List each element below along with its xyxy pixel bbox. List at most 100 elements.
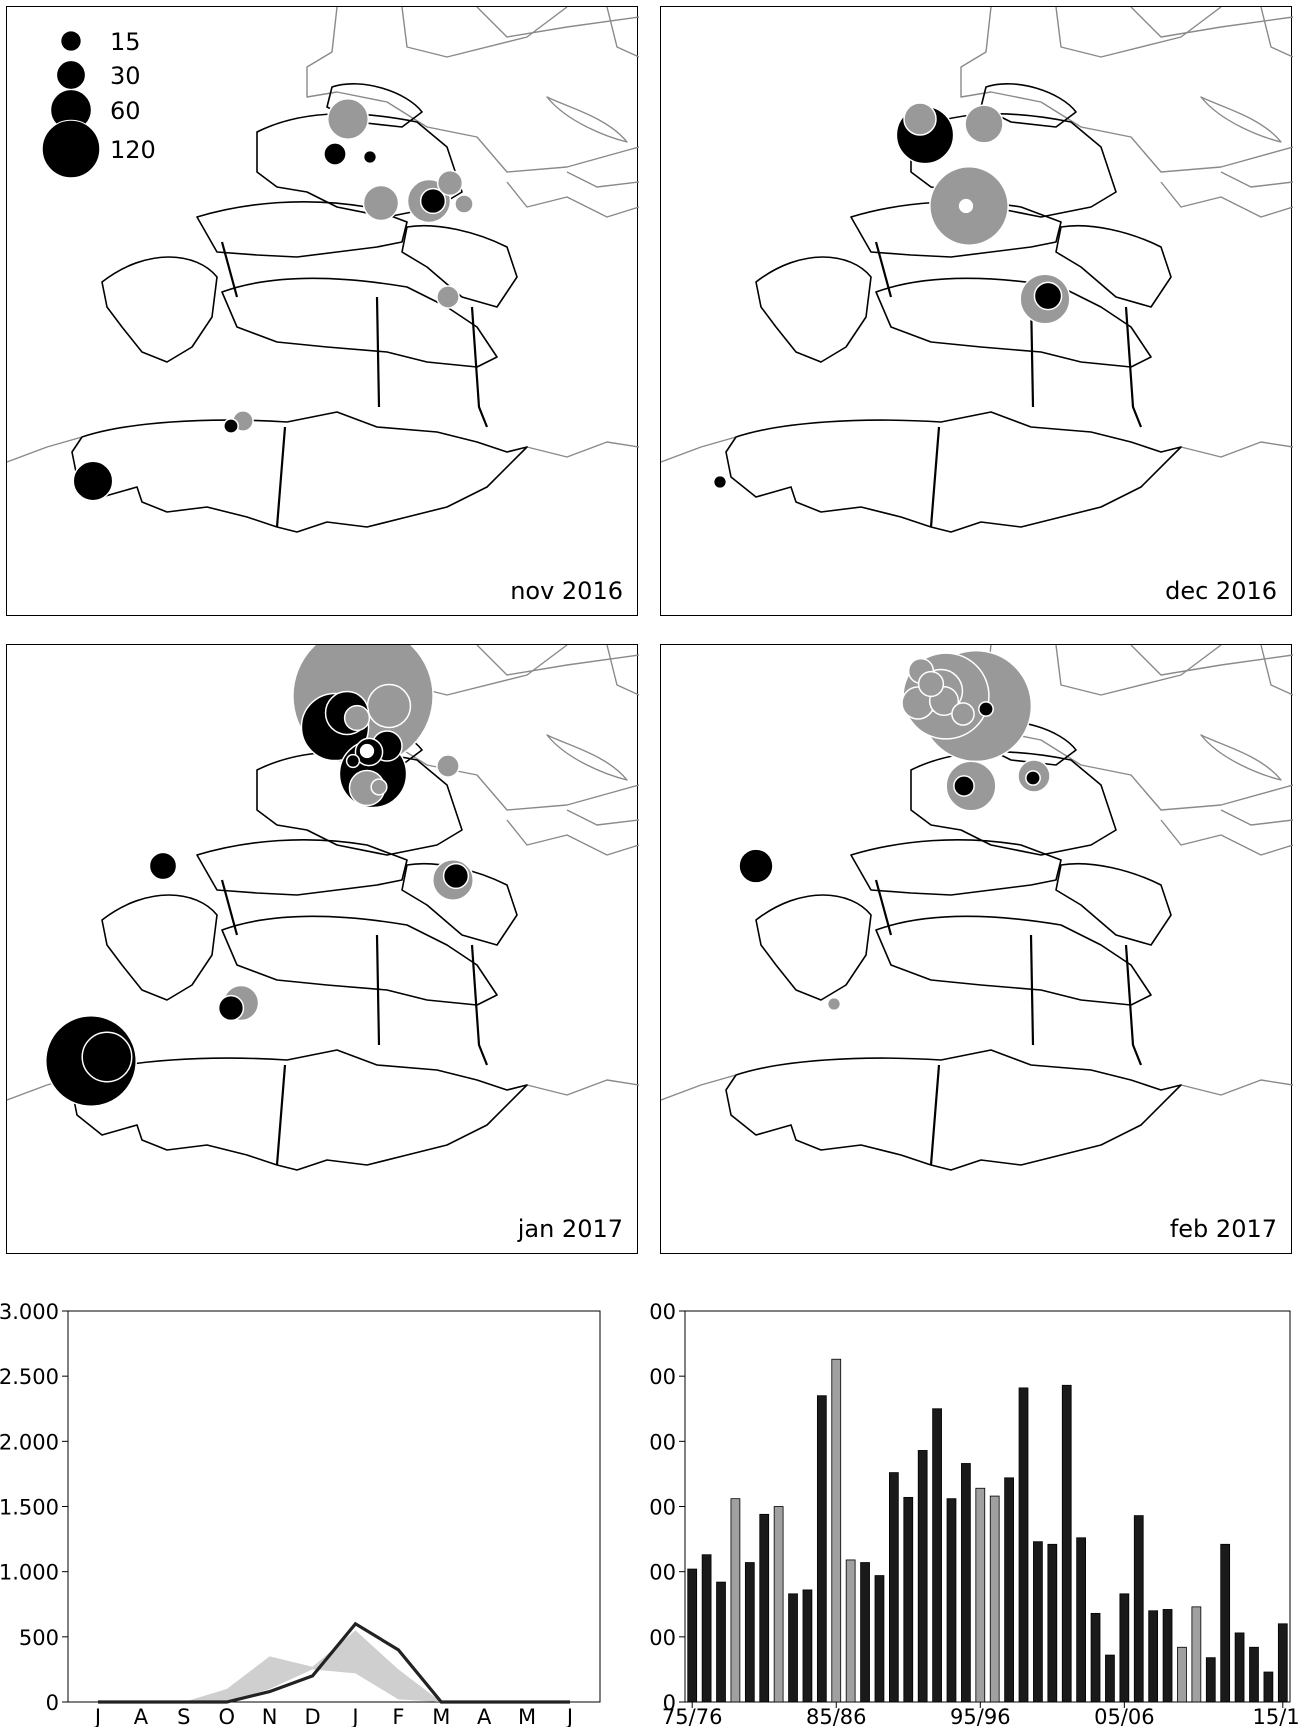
coastline-grey <box>1180 1079 1293 1096</box>
annual-bar <box>744 1562 755 1703</box>
annual-bar <box>1119 1593 1130 1703</box>
canal-line <box>1124 306 1143 428</box>
island-outline <box>196 838 408 896</box>
annual-bar <box>1191 1606 1202 1703</box>
island-outline <box>401 862 518 946</box>
canal-line <box>275 426 287 528</box>
annual-bar-chart-svg: 0 500 1.000 1.500 2.000 2.500 3.000 75/76 85/86 9… <box>616 1300 1298 1729</box>
canal-line <box>470 306 489 428</box>
basemap <box>661 7 1293 533</box>
coastline-grey <box>476 7 639 38</box>
y-tick-label: 3.000 <box>650 1300 676 1324</box>
annual-bar <box>788 1593 798 1703</box>
canal-line <box>1029 934 1035 1046</box>
annual-bar <box>1018 1387 1029 1703</box>
annual-bar <box>1105 1654 1115 1703</box>
basemap <box>7 7 639 533</box>
season-line <box>98 1621 570 1704</box>
basemap <box>661 645 1293 1171</box>
annual-bar <box>989 1495 1000 1703</box>
island-outline <box>755 894 872 1001</box>
coastline-grey <box>401 7 568 58</box>
count-bubble <box>323 142 347 166</box>
island-outline <box>725 411 1182 533</box>
canal-line <box>874 879 893 936</box>
y-tick-label: 500 <box>19 1626 59 1650</box>
island-outline <box>1055 862 1172 946</box>
count-bubble <box>826 996 842 1012</box>
x-tick-label: J <box>93 1705 101 1727</box>
map-svg <box>7 645 639 1171</box>
legend-label: 60 <box>110 97 141 125</box>
coastline-grey <box>526 441 639 458</box>
canal-line <box>1124 944 1143 1066</box>
annual-bar <box>1148 1610 1159 1703</box>
island-outline <box>850 838 1062 896</box>
annual-bar <box>1133 1515 1144 1703</box>
canal-line <box>220 241 239 298</box>
annual-bar <box>860 1562 870 1703</box>
coastline-grey <box>1180 441 1293 458</box>
island-outline <box>755 256 872 363</box>
map-label: dec 2016 <box>1165 577 1277 605</box>
annual-bar <box>816 1395 827 1703</box>
x-tick-label: F <box>392 1705 404 1727</box>
annual-bar <box>759 1513 770 1703</box>
annual-bar <box>889 1472 899 1703</box>
count-bubble <box>964 104 1004 144</box>
count-bubble <box>343 704 371 732</box>
legend-label: 15 <box>110 28 141 56</box>
island-outline <box>725 1049 1182 1171</box>
annual-bar <box>903 1496 914 1703</box>
count-bubble <box>958 198 974 214</box>
count-bubble <box>951 702 975 726</box>
island-outline <box>401 224 518 308</box>
count-bubble <box>1025 770 1041 786</box>
map-panel-jan-2017: jan 2017 <box>6 644 639 1254</box>
x-tick-label: 75/76 <box>662 1705 723 1727</box>
count-bubble <box>953 775 975 797</box>
count-bubble <box>712 474 728 490</box>
coastline-grey <box>661 1074 737 1101</box>
coastline-grey <box>506 819 639 856</box>
count-bubble <box>436 169 464 197</box>
y-tick-label: 2.500 <box>650 1365 676 1389</box>
y-tick-label: 1.000 <box>0 1561 59 1585</box>
y-tick-label: 2.000 <box>0 1430 59 1454</box>
count-bubble <box>72 460 114 502</box>
coastline-grey <box>566 171 639 188</box>
annual-bar <box>1277 1623 1288 1703</box>
x-tick-label: 05/06 <box>1094 1705 1155 1727</box>
canal-line <box>220 879 239 936</box>
coastline-grey <box>526 1079 639 1096</box>
count-bubble <box>436 754 460 778</box>
annual-bar <box>1234 1632 1245 1703</box>
count-bubble <box>370 778 388 796</box>
x-tick-label: J <box>565 1705 573 1727</box>
annual-bar <box>1004 1477 1014 1703</box>
count-bubble <box>436 285 460 309</box>
count-bubble <box>217 994 245 1022</box>
annual-bar <box>946 1498 957 1703</box>
canal-line <box>929 426 941 528</box>
island-outline <box>875 915 1152 1006</box>
annual-bar <box>1220 1543 1231 1703</box>
coastline-grey <box>606 7 639 58</box>
map-label: feb 2017 <box>1169 1215 1277 1243</box>
annual-bar <box>802 1589 813 1703</box>
island-outline <box>221 277 498 368</box>
annual-bar <box>932 1408 942 1703</box>
island-outline <box>1055 224 1172 308</box>
count-bubble <box>362 184 400 222</box>
island-outline <box>326 83 423 128</box>
annual-bar <box>975 1487 986 1703</box>
island-outline <box>221 915 498 1006</box>
annual-bar <box>1076 1537 1086 1703</box>
bubbles <box>738 649 1051 1012</box>
island-outline <box>71 1049 528 1171</box>
annual-bar <box>1047 1543 1058 1703</box>
count-bubble <box>917 670 945 698</box>
island-outline <box>101 256 218 363</box>
plot-frame <box>67 1310 601 1703</box>
legend-circle <box>56 60 86 90</box>
